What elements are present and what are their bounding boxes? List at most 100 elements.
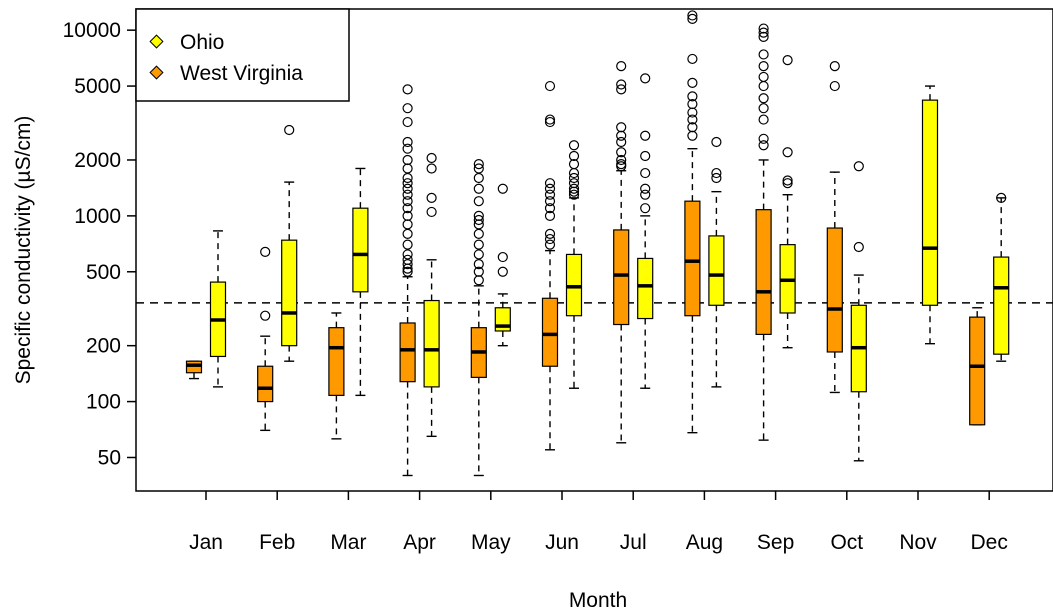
outlier-point	[687, 98, 698, 110]
outlier-point	[402, 84, 413, 95]
outlier-point	[402, 239, 413, 250]
outlier-point	[402, 103, 413, 114]
outlier-point	[402, 163, 413, 174]
box-west-virginia-jul	[613, 61, 630, 444]
outlier-point	[758, 140, 769, 151]
box-west-virginia-aug	[684, 10, 701, 434]
iqr-box	[257, 365, 274, 403]
outlier-point	[687, 91, 698, 102]
box-west-virginia-may	[470, 159, 487, 477]
outlier-point	[544, 233, 556, 245]
outlier-point	[616, 136, 627, 148]
iqr-box	[826, 227, 843, 353]
outlier-point	[758, 31, 769, 42]
box-ohio-apr	[423, 152, 440, 438]
iqr-box	[993, 256, 1010, 355]
x-tick-label-oct: Oct	[830, 531, 863, 554]
outlier-point	[616, 79, 627, 90]
box-west-virginia-jun	[541, 80, 559, 451]
x-tick-label-aug: Aug	[686, 531, 723, 554]
outlier-point	[782, 54, 793, 66]
outlier-point	[758, 80, 769, 92]
outlier-point	[544, 239, 556, 250]
y-tick-label-200: 200	[86, 335, 121, 358]
outlier-point	[687, 114, 698, 125]
outlier-point	[568, 183, 580, 194]
x-tick-label-mar: Mar	[330, 531, 366, 554]
y-axis-title: Specific conductivity (µS/cm)	[12, 116, 35, 385]
box-west-virginia-oct	[826, 61, 843, 394]
box-ohio-mar	[352, 167, 369, 397]
iqr-box	[423, 299, 440, 388]
iqr-box	[185, 360, 203, 374]
box-ohio-nov	[921, 85, 939, 345]
outlier-point	[473, 210, 484, 221]
outlier-point	[568, 189, 580, 200]
outlier-point	[426, 206, 437, 218]
legend-swatch-west-virginia	[149, 65, 164, 80]
box-ohio-jun	[565, 140, 583, 389]
outlier-point	[544, 228, 556, 239]
iqr-box	[921, 99, 939, 306]
outlier-point	[544, 189, 556, 200]
outlier-point	[616, 84, 627, 95]
outlier-point	[782, 147, 793, 158]
outlier-point	[473, 172, 484, 184]
outlier-point	[758, 114, 769, 125]
outlier-point	[687, 122, 698, 133]
box-west-virginia-dec	[969, 307, 986, 426]
outlier-point	[497, 251, 508, 263]
x-axis-title: Month	[569, 589, 627, 612]
outlier-point	[473, 258, 484, 270]
outlier-point	[402, 254, 413, 265]
outlier-point	[616, 61, 627, 72]
iqr-box	[613, 229, 630, 326]
outlier-point	[758, 27, 769, 38]
outlier-point	[829, 61, 840, 72]
outlier-point	[616, 130, 627, 141]
outlier-point	[853, 161, 864, 172]
y-tick-label-1000: 1000	[74, 205, 121, 228]
outlier-point	[473, 239, 484, 250]
box-west-virginia-feb	[257, 246, 274, 432]
outlier-point	[473, 196, 484, 207]
outlier-point	[402, 143, 413, 154]
x-tick-label-nov: Nov	[899, 531, 937, 554]
outlier-point	[687, 130, 698, 141]
y-tick-label-500: 500	[86, 261, 121, 284]
outlier-point	[402, 183, 413, 194]
outlier-point	[782, 175, 793, 186]
outlier-point	[473, 275, 484, 286]
outlier-point	[402, 210, 413, 221]
outlier-point	[616, 154, 627, 166]
outlier-point	[426, 192, 437, 203]
outlier-point	[402, 258, 413, 270]
outlier-point	[568, 172, 580, 184]
iqr-box	[637, 257, 654, 320]
outlier-point	[402, 136, 413, 148]
outlier-point	[544, 116, 556, 128]
outlier-point	[402, 116, 413, 128]
x-tick-label-apr: Apr	[403, 531, 436, 554]
y-tick-label-50: 50	[98, 446, 121, 469]
outlier-point	[782, 178, 793, 189]
box-ohio-jul	[637, 73, 654, 389]
box-west-virginia-apr	[399, 84, 416, 477]
iqr-box	[352, 207, 369, 293]
outlier-point	[473, 249, 484, 260]
outlier-point	[497, 183, 508, 194]
y-tick-label-2000: 2000	[74, 149, 121, 172]
box-west-virginia-jan	[185, 360, 203, 380]
outlier-point	[473, 266, 484, 277]
outlier-point	[402, 228, 413, 239]
x-tick-label-sep: Sep	[757, 531, 794, 554]
outlier-point	[711, 167, 722, 179]
box-ohio-aug	[708, 136, 725, 388]
axes: 50 100 200 500 1000 2000 5000 10000 Jan Feb Mar Apr…	[63, 8, 1053, 554]
outlier-point	[829, 80, 840, 92]
outlier-point	[402, 154, 413, 166]
outlier-point	[544, 114, 556, 125]
outlier-point	[473, 214, 484, 226]
outlier-point	[758, 61, 769, 72]
box-west-virginia-sep	[755, 23, 772, 441]
